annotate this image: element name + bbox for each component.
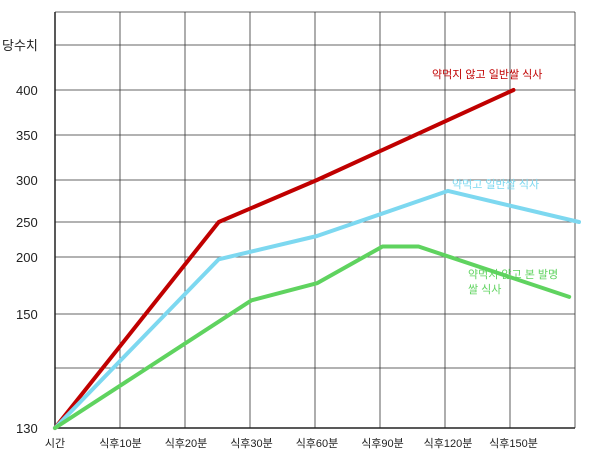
series-label-1: 약먹지 않고 일반쌀 식사 [432, 67, 542, 81]
y-tick-label: 200 [16, 250, 38, 265]
x-tick-label: 식후60분 [296, 437, 339, 450]
series-label-2: 약먹고 일반쌀 식사 [452, 177, 539, 191]
series-lines [53, 88, 581, 430]
series-label-3: 약먹지 않고 본 발명 [468, 267, 558, 281]
x-tick-label: 식후90분 [361, 437, 404, 450]
x-tick-label: 식후10분 [99, 437, 142, 450]
series-line-2 [53, 188, 581, 430]
x-tick-label: 식후30분 [230, 437, 273, 450]
x-tick-label: 시간 [45, 437, 65, 450]
x-tick-label: 식후20분 [165, 437, 208, 450]
y-tick-label: 250 [16, 215, 38, 230]
y-tick-label: 350 [16, 128, 38, 143]
x-tick-label: 식후120분 [424, 437, 473, 450]
y-tick-label: 150 [16, 307, 38, 322]
y-tick-label: 300 [16, 173, 38, 188]
y-axis-label: 당수치 [2, 38, 38, 53]
x-axis-ticks: 시간 식후10분 식후20분 식후30분 식후60분 식후90분 식후120분 식후150분 [45, 437, 538, 450]
y-tick-label: 400 [16, 83, 38, 98]
x-tick-label: 식후150분 [489, 437, 538, 450]
series-line-1 [53, 88, 516, 430]
series-label-3: 쌀 식사 [468, 283, 501, 296]
y-axis-ticks: 130 150 200 250 300 350 400 [16, 83, 38, 436]
y-tick-label: 130 [16, 421, 38, 436]
series-line-3 [53, 244, 572, 430]
